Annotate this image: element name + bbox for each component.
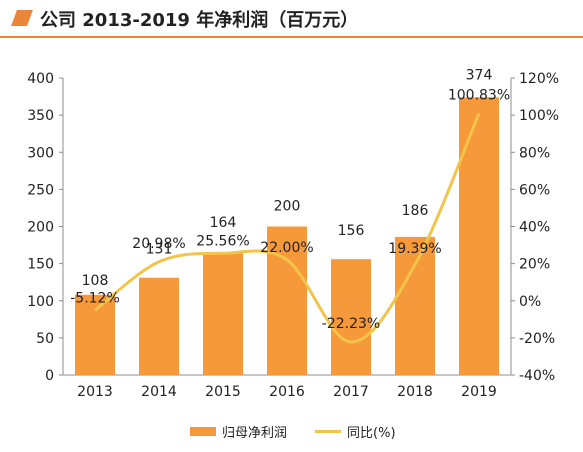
y-left-tick-label: 400 — [27, 71, 54, 87]
y-right-tick-label: 40% — [519, 220, 550, 236]
line-value-label: 22.00% — [260, 240, 313, 256]
y-right-tick-label: 0% — [519, 294, 541, 310]
chart-title: 公司 2013-2019 年净利润（百万元） — [40, 10, 359, 31]
legend-bar-swatch — [190, 427, 216, 436]
bar-value-label: 200 — [274, 199, 301, 215]
legend-bar-label: 归母净利润 — [222, 426, 288, 441]
bar-value-label: 186 — [402, 203, 429, 219]
x-tick-label: 2018 — [397, 384, 433, 400]
y-left-tick-label: 100 — [27, 294, 54, 310]
line-value-label: -5.12% — [70, 290, 120, 306]
x-tick-label: 2016 — [269, 384, 305, 400]
bar-value-label: 164 — [210, 215, 237, 231]
x-tick-label: 2014 — [141, 384, 177, 400]
x-tick-label: 2013 — [77, 384, 113, 400]
bar — [267, 226, 307, 375]
legend-line-label: 同比(%) — [347, 426, 396, 441]
x-tick-label: 2019 — [461, 384, 497, 400]
y-right-tick-label: -40% — [519, 368, 555, 384]
legend-line-swatch — [315, 430, 342, 433]
y-left-tick-label: 150 — [27, 257, 54, 273]
bar-value-label: 108 — [82, 273, 109, 289]
y-right-tick-label: 120% — [519, 71, 559, 87]
bar — [331, 259, 371, 375]
line-value-label: 20.98% — [132, 236, 185, 252]
bar — [395, 236, 435, 375]
x-tick-label: 2015 — [205, 384, 241, 400]
y-right-tick-label: 100% — [519, 108, 559, 124]
bar — [459, 97, 499, 376]
x-tick-label: 2017 — [333, 384, 369, 400]
y-right-tick-label: 60% — [519, 182, 550, 198]
bar — [139, 277, 179, 375]
line-value-label: 19.39% — [388, 241, 441, 257]
line-value-label: 100.83% — [448, 88, 510, 104]
bar — [75, 294, 115, 375]
y-left-tick-label: 250 — [27, 182, 54, 198]
bar-value-label: 374 — [466, 67, 493, 83]
y-left-tick-label: 350 — [27, 108, 54, 124]
y-right-tick-label: 80% — [519, 145, 550, 161]
title-bar: 公司 2013-2019 年净利润（百万元） — [0, 0, 583, 38]
y-right-tick-label: -20% — [519, 331, 555, 347]
y-left-tick-label: 300 — [27, 145, 54, 161]
y-left-tick-label: 0 — [45, 368, 54, 384]
y-left-tick-label: 50 — [36, 331, 54, 347]
bar — [203, 253, 243, 375]
y-left-tick-label: 200 — [27, 220, 54, 236]
line-value-label: 25.56% — [196, 233, 249, 249]
y-right-tick-label: 20% — [519, 257, 550, 273]
legend: 归母净利润 同比(%) — [190, 422, 396, 441]
bar-value-label: 131 — [146, 242, 173, 258]
bar-value-label: 156 — [338, 223, 365, 239]
line-value-label: -22.23% — [322, 316, 380, 332]
